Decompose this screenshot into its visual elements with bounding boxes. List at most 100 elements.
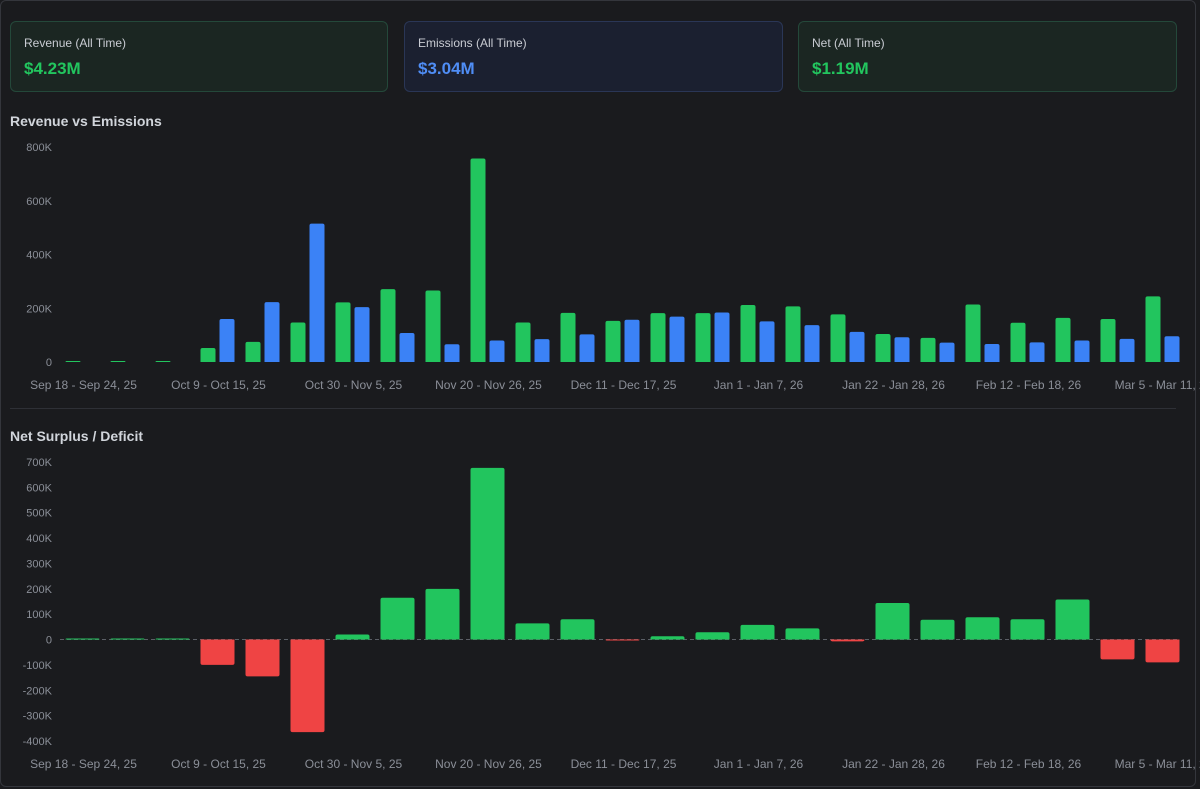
net-bar <box>1145 639 1180 663</box>
emissions-bar <box>1029 342 1045 362</box>
emissions-bar <box>1119 338 1135 362</box>
revenue-bar <box>560 312 576 362</box>
net-bar <box>425 588 460 640</box>
emissions-bar <box>534 339 550 362</box>
y-tick-label: 300K <box>26 558 52 570</box>
revenue-bar <box>1010 322 1026 362</box>
emissions-bar <box>309 223 325 362</box>
x-tick-label: Dec 11 - Dec 17, 25 <box>571 378 677 392</box>
net-bar <box>290 639 325 733</box>
emissions-bar <box>219 319 235 362</box>
y-tick-label: 200K <box>26 303 52 315</box>
revenue-bar <box>875 334 891 362</box>
revenue-bar <box>740 305 756 362</box>
net-bar <box>380 597 415 640</box>
emissions-card-value: $3.04M <box>418 59 475 78</box>
revenue-emissions-title: Revenue vs Emissions <box>10 113 162 129</box>
emissions-bar <box>894 337 910 362</box>
net-bar <box>1055 599 1090 640</box>
net-card: Net (All Time) $1.19M <box>798 21 1177 92</box>
emissions-bar <box>804 325 820 362</box>
revenue-bar <box>650 313 666 362</box>
x-tick-label: Feb 12 - Feb 18, 26 <box>976 378 1082 392</box>
revenue-bar <box>65 361 81 362</box>
emissions-bar <box>624 319 640 362</box>
emissions-bar <box>849 331 865 362</box>
y-tick-label: 0 <box>46 635 52 647</box>
revenue-bar <box>1145 296 1161 362</box>
revenue-card: Revenue (All Time) $4.23M <box>10 21 388 92</box>
emissions-bar <box>1074 340 1090 362</box>
emissions-bar <box>399 332 415 362</box>
net-bar <box>785 628 820 640</box>
revenue-bar <box>380 289 396 362</box>
x-tick-label: Sep 18 - Sep 24, 25 <box>30 378 137 392</box>
y-tick-label: -400K <box>23 736 53 748</box>
y-tick-label: 400K <box>26 533 52 545</box>
emissions-bar <box>579 334 595 362</box>
net-bar <box>830 639 865 642</box>
y-tick-label: 600K <box>26 196 52 208</box>
x-tick-label: Dec 11 - Dec 17, 25 <box>571 757 677 771</box>
y-tick-label: 400K <box>26 250 52 262</box>
net-bar <box>200 639 235 665</box>
x-tick-label: Jan 22 - Jan 28, 26 <box>842 757 945 771</box>
revenue-card-value: $4.23M <box>24 59 81 78</box>
x-tick-label: Oct 30 - Nov 5, 25 <box>305 757 403 771</box>
net-bar <box>245 639 280 677</box>
revenue-bar <box>1100 319 1116 362</box>
net-bar <box>965 617 1000 640</box>
y-tick-label: 200K <box>26 584 52 596</box>
net-bar <box>110 638 145 640</box>
revenue-bar <box>245 341 261 362</box>
revenue-bar <box>200 348 216 362</box>
y-tick-label: 600K <box>26 482 52 494</box>
emissions-bar <box>669 316 685 362</box>
emissions-card: Emissions (All Time) $3.04M <box>404 21 783 92</box>
y-tick-label: 100K <box>26 609 52 621</box>
x-tick-label: Oct 9 - Oct 15, 25 <box>171 757 266 771</box>
emissions-bar <box>984 343 1000 362</box>
net-bar <box>1100 639 1135 660</box>
revenue-card-label: Revenue (All Time) <box>24 36 127 50</box>
y-tick-label: 0 <box>46 357 52 369</box>
y-tick-label: 700K <box>26 457 52 469</box>
emissions-bar <box>354 307 370 362</box>
x-tick-label: Oct 30 - Nov 5, 25 <box>305 378 403 392</box>
net-bar <box>515 623 550 640</box>
x-tick-label: Nov 20 - Nov 26, 25 <box>435 378 542 392</box>
emissions-bar <box>939 342 955 362</box>
x-tick-label: Feb 12 - Feb 18, 26 <box>976 757 1082 771</box>
net-bar <box>695 632 730 640</box>
x-tick-label: Jan 1 - Jan 7, 26 <box>714 757 804 771</box>
x-tick-label: Mar 5 - Mar 11, 26 <box>1115 757 1200 771</box>
net-bar <box>650 636 685 640</box>
net-bar <box>65 638 100 640</box>
y-tick-label: -100K <box>23 660 53 672</box>
x-tick-label: Sep 18 - Sep 24, 25 <box>30 757 137 771</box>
revenue-bar <box>515 322 531 362</box>
y-tick-label: 800K <box>26 142 52 154</box>
revenue-bar <box>425 290 441 362</box>
section-divider <box>10 408 1176 409</box>
x-tick-label: Nov 20 - Nov 26, 25 <box>435 757 542 771</box>
x-tick-label: Jan 1 - Jan 7, 26 <box>714 378 804 392</box>
emissions-bar <box>489 340 505 362</box>
net-bar <box>1010 619 1045 640</box>
net-bar <box>875 603 910 640</box>
x-tick-label: Mar 5 - Mar 11, 26 <box>1115 378 1200 392</box>
net-card-label: Net (All Time) <box>812 36 885 50</box>
revenue-bar <box>110 361 126 362</box>
y-tick-label: 500K <box>26 508 52 520</box>
x-tick-label: Jan 22 - Jan 28, 26 <box>842 378 945 392</box>
revenue-bar <box>1055 317 1071 362</box>
net-bar <box>740 624 775 640</box>
y-tick-label: -300K <box>23 711 53 723</box>
emissions-bar <box>264 302 280 362</box>
revenue-bar <box>470 158 486 362</box>
revenue-bar <box>155 361 171 362</box>
emissions-card-label: Emissions (All Time) <box>418 36 527 50</box>
net-bar <box>920 619 955 640</box>
emissions-bar <box>444 344 460 362</box>
revenue-bar <box>920 337 936 362</box>
